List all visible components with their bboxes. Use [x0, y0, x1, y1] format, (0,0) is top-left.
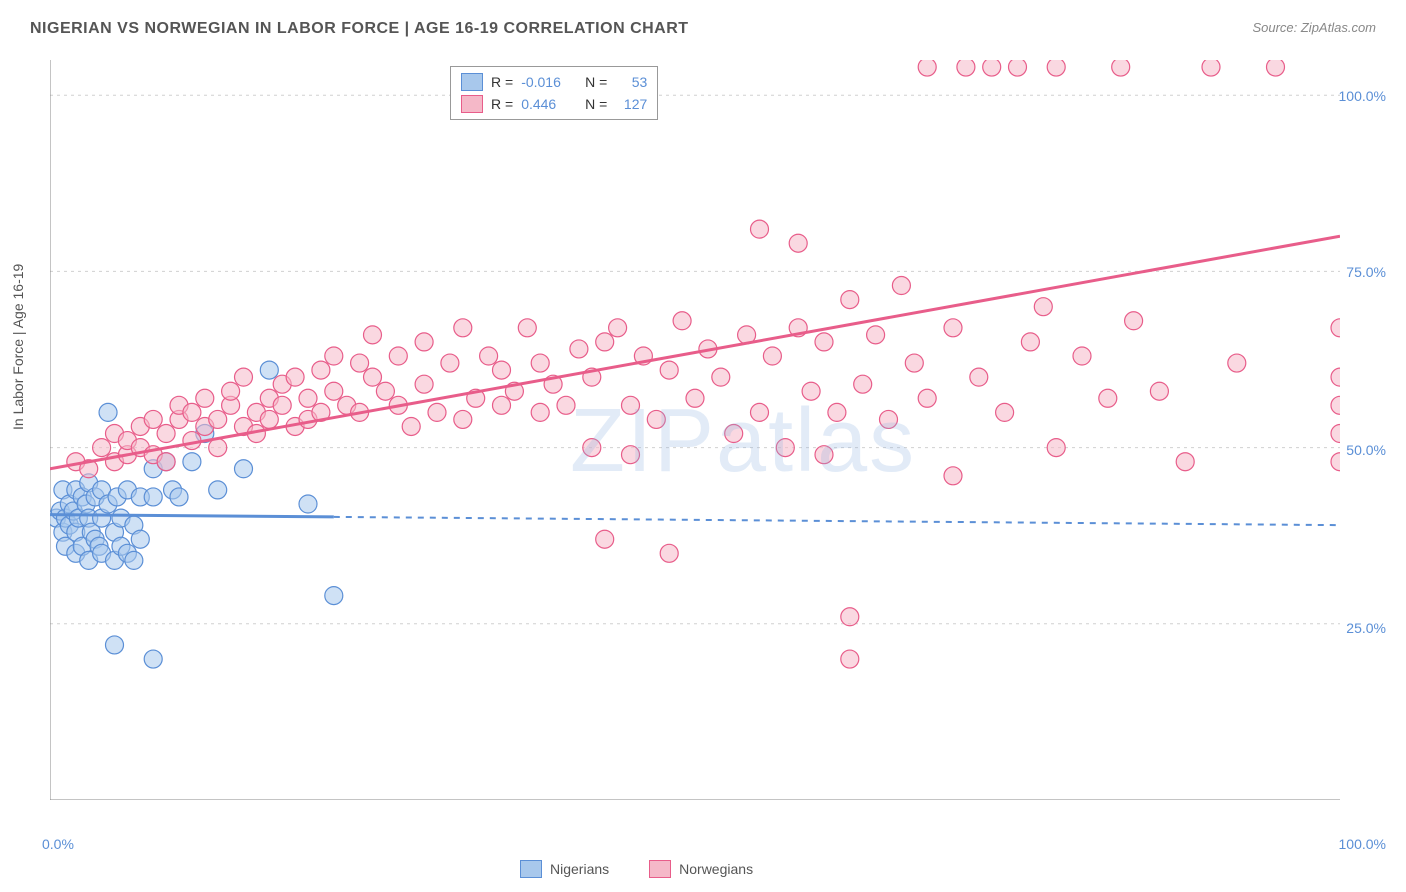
legend-item: Nigerians [520, 860, 609, 878]
chart-title: NIGERIAN VS NORWEGIAN IN LABOR FORCE | A… [30, 20, 689, 38]
legend-stats: R = -0.016 N = 53 R = 0.446 N = 127 [450, 66, 658, 120]
legend-bottom: Nigerians Norwegians [520, 860, 753, 878]
y-tick-100: 100.0% [1339, 88, 1386, 104]
y-tick-75: 75.0% [1346, 264, 1386, 280]
legend-stat-row: R = -0.016 N = 53 [461, 71, 647, 93]
legend-item: Norwegians [649, 860, 753, 878]
scatter-plot [50, 60, 1340, 800]
legend-stat-row: R = 0.446 N = 127 [461, 93, 647, 115]
y-axis-label: In Labor Force | Age 16-19 [10, 264, 26, 430]
y-tick-25: 25.0% [1346, 620, 1386, 636]
y-tick-50: 50.0% [1346, 442, 1386, 458]
chart-area: ZIPatlas R = -0.016 N = 53 R = 0.446 N =… [50, 60, 1340, 800]
x-tick-0: 0.0% [42, 836, 74, 852]
source-label: Source: ZipAtlas.com [1252, 20, 1376, 35]
x-tick-100: 100.0% [1339, 836, 1386, 852]
